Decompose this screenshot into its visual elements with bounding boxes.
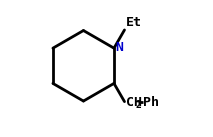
Text: N: N: [116, 41, 124, 54]
Text: Et: Et: [126, 16, 142, 29]
Text: 2: 2: [135, 100, 141, 110]
Text: Ph: Ph: [143, 96, 159, 109]
Text: CH: CH: [126, 96, 142, 109]
